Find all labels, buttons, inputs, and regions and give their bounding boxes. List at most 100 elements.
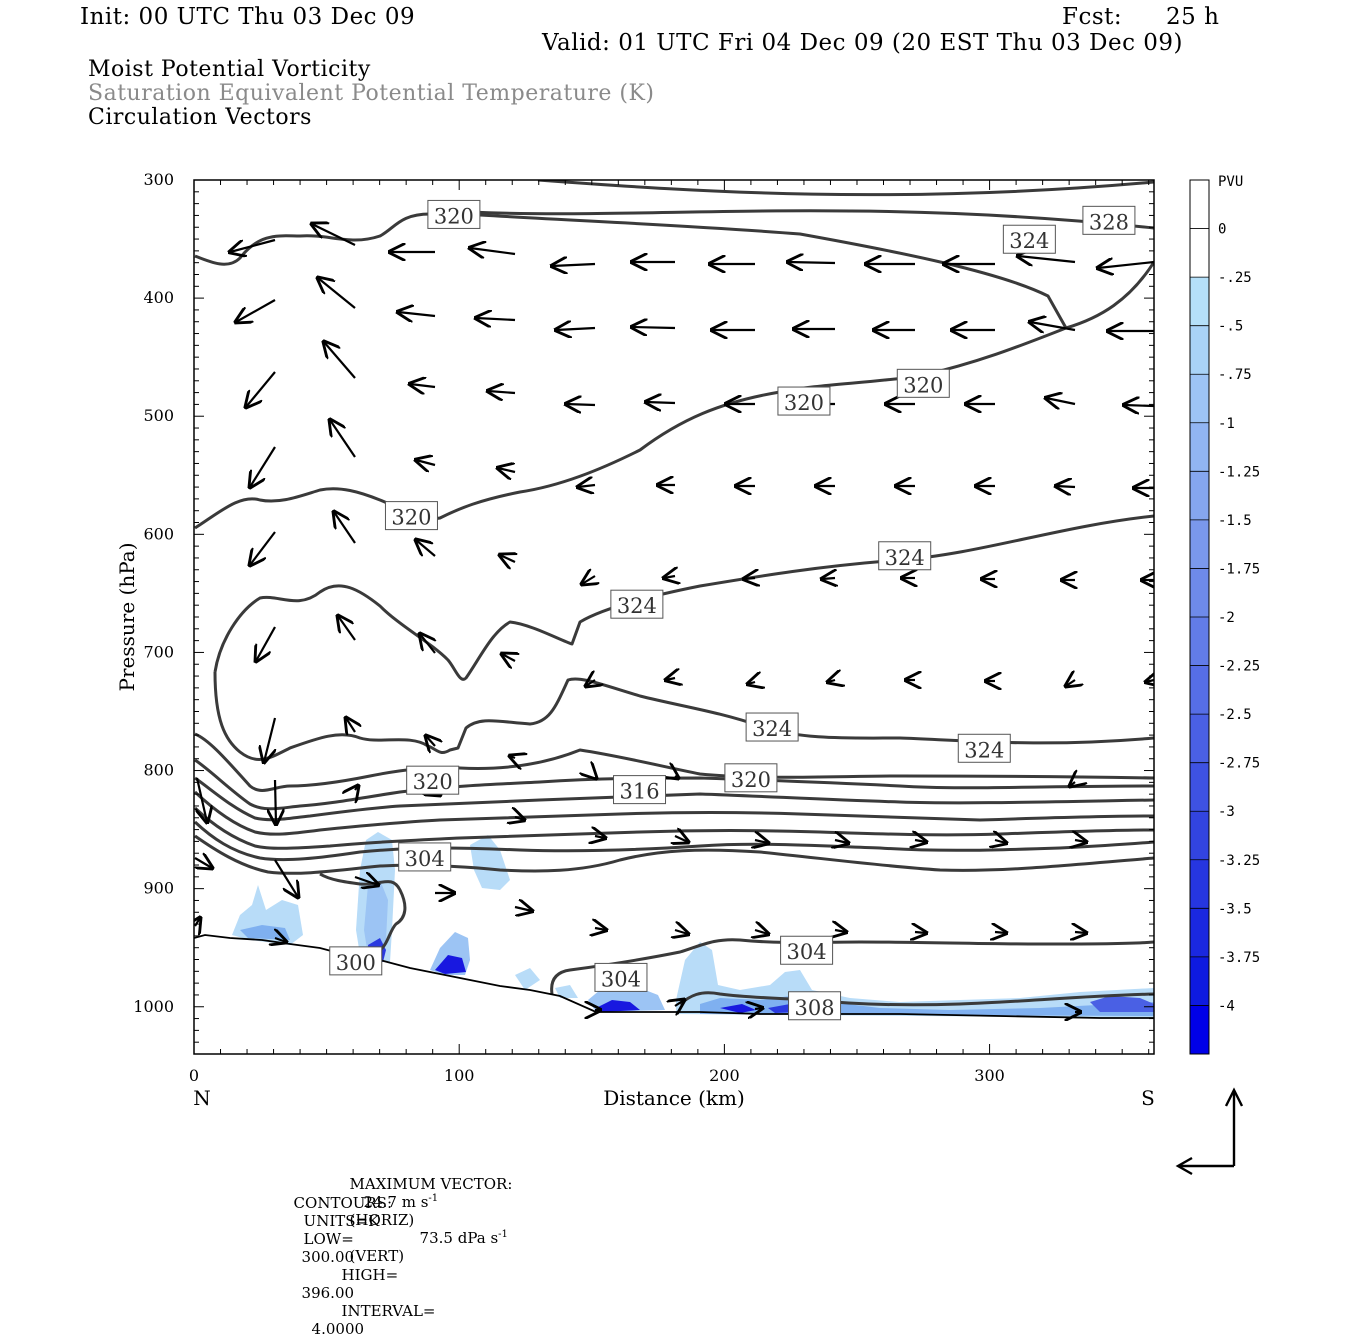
colorbar-swatch bbox=[1190, 180, 1209, 229]
wind-vector bbox=[835, 840, 848, 843]
contour-line bbox=[679, 991, 1154, 1007]
wind-vector bbox=[274, 859, 298, 897]
wind-vector bbox=[675, 1000, 684, 1006]
contour-line bbox=[550, 938, 1154, 995]
mpv-region bbox=[555, 985, 578, 998]
wind-vector bbox=[275, 938, 286, 942]
svg-text:304: 304 bbox=[405, 847, 445, 871]
wind-vector bbox=[246, 371, 276, 407]
svg-text:324: 324 bbox=[964, 738, 1004, 762]
x-tick-label: 0 bbox=[189, 1066, 199, 1085]
contour-line bbox=[213, 514, 1154, 681]
interval-value: 4.0000 bbox=[311, 1320, 365, 1338]
wind-vector bbox=[334, 512, 356, 544]
wind-vector bbox=[595, 836, 605, 838]
wind-vector bbox=[828, 680, 835, 682]
colorbar-swatch bbox=[1190, 665, 1209, 715]
x-right-endpoint: S bbox=[1141, 1086, 1155, 1110]
wind-vector bbox=[256, 626, 276, 661]
circulation-vectors bbox=[195, 224, 1154, 1012]
colorbar-label: -2.25 bbox=[1218, 659, 1260, 675]
contour-label: 308 bbox=[788, 991, 842, 1021]
wind-vector bbox=[556, 328, 596, 330]
wind-vector bbox=[416, 460, 436, 465]
wind-vector bbox=[1146, 680, 1154, 682]
wind-vector bbox=[236, 299, 276, 322]
svg-text:324: 324 bbox=[885, 546, 925, 570]
wind-vector bbox=[502, 654, 515, 661]
y-tick-label: 400 bbox=[143, 288, 174, 307]
x-tick-label: 300 bbox=[974, 1066, 1005, 1085]
y-tick-label: 700 bbox=[143, 642, 174, 661]
colorbar-swatch bbox=[1190, 859, 1209, 909]
wind-vector bbox=[250, 531, 276, 565]
svg-text:320: 320 bbox=[391, 506, 431, 530]
wind-vector bbox=[664, 576, 675, 578]
svg-text:320: 320 bbox=[434, 204, 474, 228]
wind-vector bbox=[552, 264, 596, 266]
contour-label: 320 bbox=[724, 763, 778, 793]
svg-text:316: 316 bbox=[619, 780, 659, 804]
wind-vector bbox=[915, 932, 926, 933]
theta-es-contours bbox=[194, 180, 1154, 1007]
mpv-region bbox=[470, 835, 510, 890]
contour-line bbox=[213, 671, 1154, 762]
colorbar-swatch bbox=[1190, 422, 1209, 472]
high-value: 396.00 bbox=[301, 1284, 355, 1302]
wind-vector bbox=[578, 485, 596, 487]
max-vector-label: MAXIMUM VECTOR: bbox=[349, 1175, 513, 1193]
wind-vector bbox=[500, 555, 515, 562]
reference-vector-icon bbox=[1175, 1087, 1244, 1176]
contour-line bbox=[469, 209, 1154, 230]
wind-vector bbox=[1046, 398, 1076, 404]
svg-text:328: 328 bbox=[1089, 210, 1129, 234]
wind-vector bbox=[515, 817, 524, 820]
colorbar-swatch bbox=[1190, 277, 1209, 326]
unit-exponent: -1 bbox=[498, 1229, 508, 1240]
wind-vector bbox=[675, 836, 688, 842]
low-label: LOW= bbox=[303, 1230, 354, 1248]
x-axis-title: Distance (km) bbox=[603, 1086, 745, 1110]
wind-vector bbox=[416, 540, 436, 557]
colorbar-swatch bbox=[1190, 956, 1209, 1006]
contour-info: CONTOURS: UNITS=K LOW= 300.00 HIGH= 396.… bbox=[284, 1176, 436, 1338]
wind-vector bbox=[1075, 840, 1086, 842]
colorbar-label: 0 bbox=[1218, 222, 1226, 238]
wind-vector bbox=[835, 930, 846, 932]
colorbar-swatch bbox=[1190, 519, 1209, 569]
x-tick-label: 200 bbox=[709, 1066, 740, 1085]
colorbar-swatch bbox=[1190, 908, 1209, 957]
wind-vector bbox=[755, 840, 768, 843]
y-tick-label: 600 bbox=[143, 524, 174, 543]
svg-text:324: 324 bbox=[752, 717, 792, 741]
contour-label: 328 bbox=[1082, 205, 1136, 235]
wind-vector bbox=[595, 928, 606, 930]
colorbar-label: -3.5 bbox=[1218, 901, 1252, 917]
contour-line bbox=[1065, 261, 1154, 330]
contour-label: 316 bbox=[613, 775, 667, 805]
wind-vector bbox=[995, 840, 1006, 843]
y-tick-label: 800 bbox=[143, 761, 174, 780]
wind-vector bbox=[470, 248, 516, 254]
field-title-theta-es: Saturation Equivalent Potential Temperat… bbox=[88, 81, 655, 106]
wind-vector bbox=[748, 682, 755, 684]
wind-vector bbox=[666, 678, 675, 680]
colorbar-swatch bbox=[1190, 811, 1209, 860]
svg-text:308: 308 bbox=[795, 996, 835, 1020]
contour-label: 324 bbox=[1002, 224, 1056, 254]
wind-vector bbox=[755, 930, 768, 934]
contour-line bbox=[194, 820, 1154, 862]
colorbar-label: -1.75 bbox=[1218, 561, 1260, 577]
contour-label: 324 bbox=[957, 733, 1011, 763]
contour-label: 324 bbox=[878, 541, 932, 571]
wind-vector bbox=[514, 907, 532, 911]
y-tick-label: 500 bbox=[143, 406, 174, 425]
x-left-endpoint: N bbox=[193, 1086, 211, 1110]
wind-vector bbox=[398, 312, 436, 316]
wind-vector bbox=[755, 1008, 762, 1009]
x-tick-label: 100 bbox=[444, 1066, 475, 1085]
wind-vector bbox=[420, 634, 435, 654]
svg-text:300: 300 bbox=[336, 951, 376, 975]
svg-text:320: 320 bbox=[903, 373, 943, 397]
interval-label: INTERVAL= bbox=[341, 1302, 436, 1320]
